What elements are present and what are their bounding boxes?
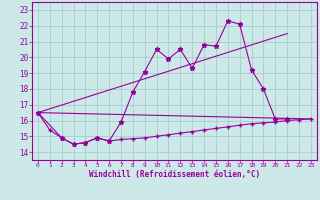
X-axis label: Windchill (Refroidissement éolien,°C): Windchill (Refroidissement éolien,°C) [89,170,260,179]
